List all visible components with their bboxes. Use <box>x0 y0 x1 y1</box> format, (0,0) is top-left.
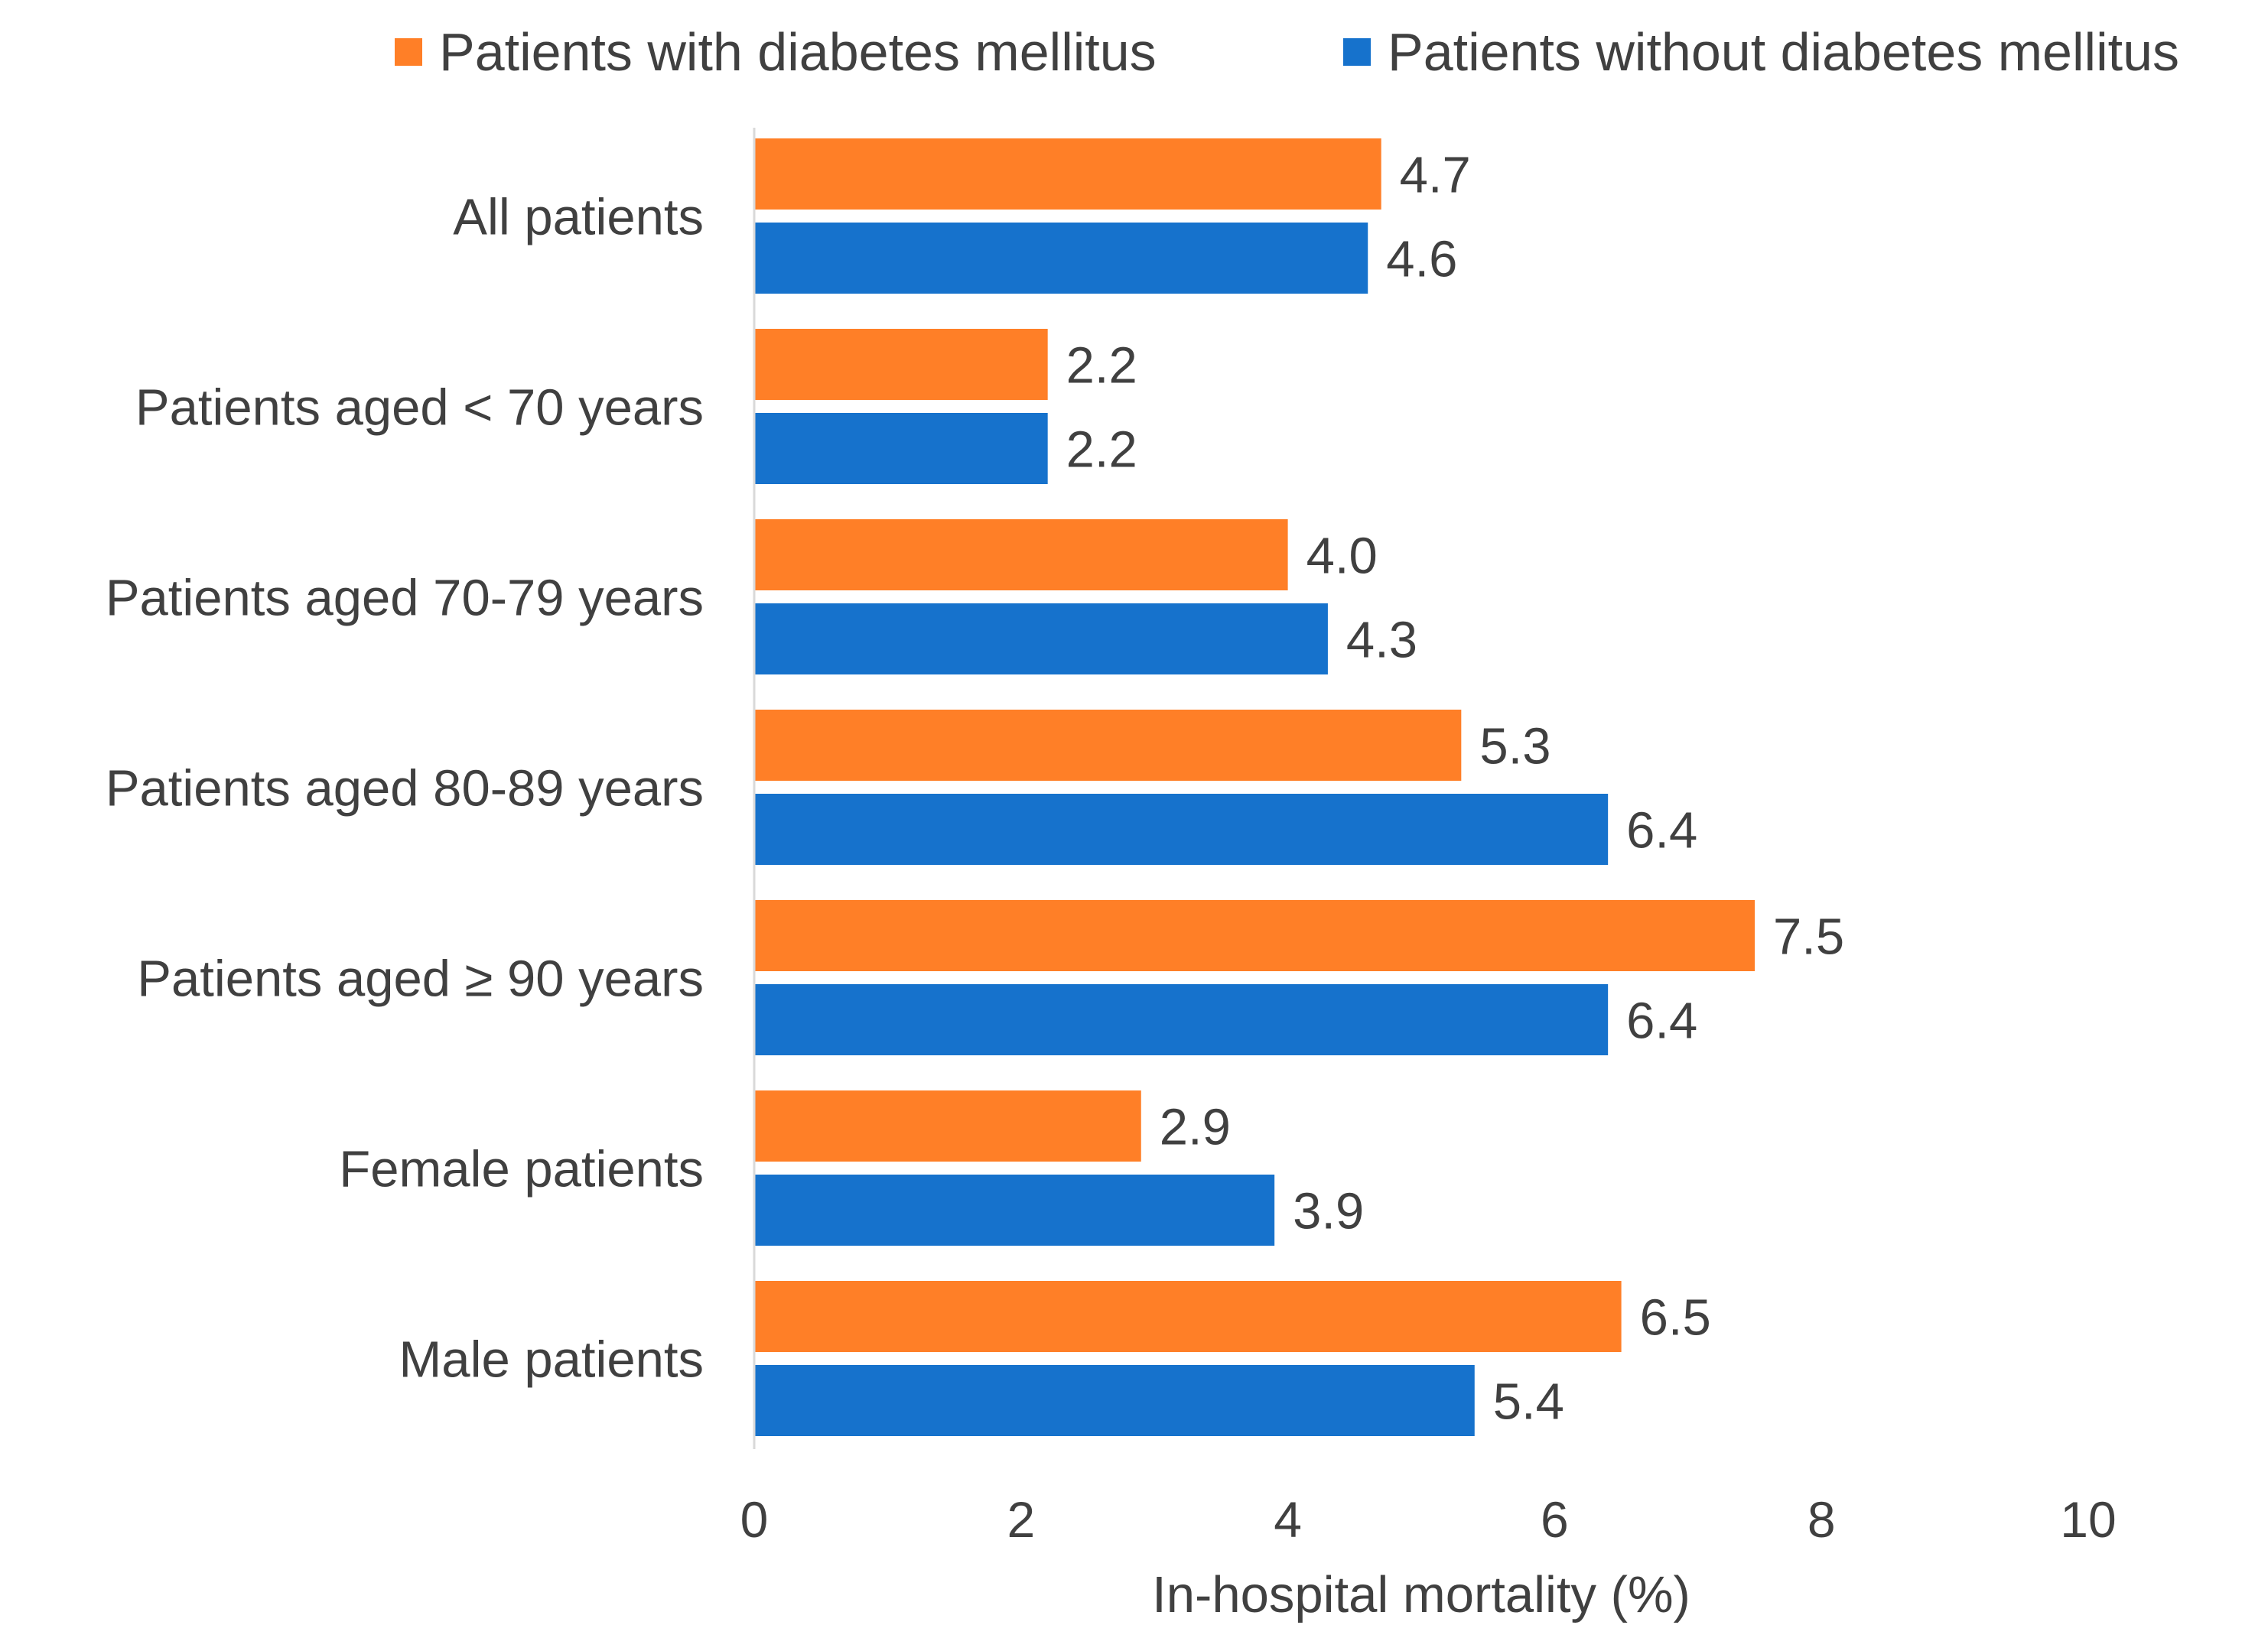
x-tick-label-2: 4 <box>1274 1491 1302 1548</box>
value-label-with-diabetes-6: 6.5 <box>1640 1289 1711 1347</box>
x-tick-label-0: 0 <box>740 1491 769 1548</box>
bar-without-diabetes-1 <box>754 413 1048 484</box>
legend-label-without-diabetes: Patients without diabetes mellitus <box>1388 22 2179 82</box>
x-axis-title: In-hospital mortality (%) <box>1152 1566 1690 1623</box>
value-label-with-diabetes-3: 5.3 <box>1479 718 1551 775</box>
category-label-6: Male patients <box>399 1331 704 1389</box>
bar-without-diabetes-6 <box>754 1365 1475 1436</box>
value-label-without-diabetes-5: 3.9 <box>1293 1183 1364 1240</box>
bar-without-diabetes-0 <box>754 223 1368 294</box>
value-label-with-diabetes-5: 2.9 <box>1160 1099 1231 1156</box>
category-label-1: Patients aged < 70 years <box>135 379 704 437</box>
category-label-2: Patients aged 70-79 years <box>106 570 704 627</box>
value-label-without-diabetes-4: 6.4 <box>1626 993 1697 1050</box>
bar-without-diabetes-4 <box>754 984 1609 1055</box>
value-label-without-diabetes-1: 2.2 <box>1066 421 1137 479</box>
x-tick-label-3: 6 <box>1541 1491 1569 1548</box>
category-label-3: Patients aged 80-89 years <box>106 760 704 817</box>
value-label-with-diabetes-1: 2.2 <box>1066 337 1137 395</box>
legend-label-with-diabetes: Patients with diabetes mellitus <box>439 22 1157 82</box>
bar-without-diabetes-3 <box>754 794 1609 865</box>
value-labels: 4.7 4.6 2.2 2.2 4.0 4.3 5.3 6.4 7.5 6.4 2.9 3.9 6.5 5… <box>1066 147 1844 1431</box>
value-label-without-diabetes-3: 6.4 <box>1626 802 1697 860</box>
bar-with-diabetes-4 <box>754 900 1755 971</box>
value-label-without-diabetes-6: 5.4 <box>1493 1373 1564 1431</box>
category-label-4: Patients aged ≥ 90 years <box>137 951 704 1008</box>
x-tick-label-4: 8 <box>1808 1491 1836 1548</box>
x-tick-label-1: 2 <box>1007 1491 1035 1548</box>
category-labels: All patients Patients aged < 70 years Pati… <box>106 189 704 1389</box>
value-label-without-diabetes-0: 4.6 <box>1386 231 1457 288</box>
bar-without-diabetes-5 <box>754 1175 1275 1246</box>
bar-with-diabetes-3 <box>754 710 1462 781</box>
value-label-without-diabetes-2: 4.3 <box>1346 612 1417 669</box>
value-label-with-diabetes-0: 4.7 <box>1400 147 1471 204</box>
bars <box>754 138 1755 1436</box>
legend-swatch-with-diabetes <box>395 38 422 66</box>
x-axis-ticks: 0 2 4 6 8 10 <box>740 1491 2117 1548</box>
bar-with-diabetes-0 <box>754 138 1381 210</box>
value-label-with-diabetes-2: 4.0 <box>1306 528 1378 585</box>
x-tick-label-5: 10 <box>2060 1491 2116 1548</box>
category-label-0: All patients <box>453 189 704 246</box>
bar-with-diabetes-5 <box>754 1090 1141 1162</box>
legend: Patients with diabetes mellitus Patients… <box>395 22 2179 82</box>
category-label-5: Female patients <box>339 1141 704 1198</box>
legend-swatch-without-diabetes <box>1343 38 1371 66</box>
bar-with-diabetes-6 <box>754 1281 1622 1352</box>
bar-with-diabetes-2 <box>754 519 1288 590</box>
value-label-with-diabetes-4: 7.5 <box>1773 908 1844 966</box>
bar-without-diabetes-2 <box>754 603 1328 674</box>
bar-with-diabetes-1 <box>754 329 1048 400</box>
